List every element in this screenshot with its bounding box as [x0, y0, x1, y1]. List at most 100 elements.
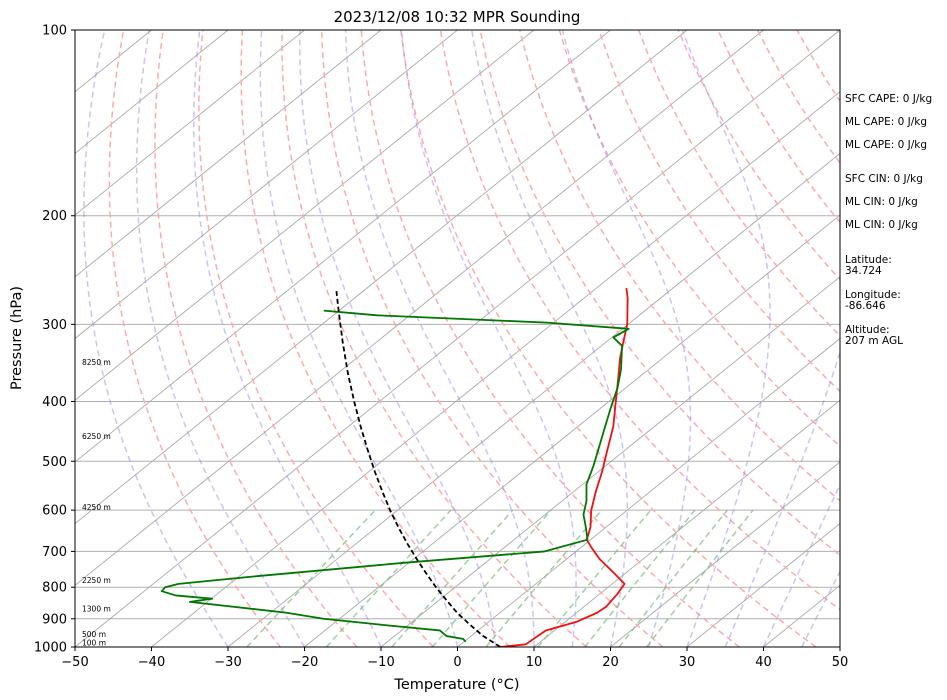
longitude-line: -86.646	[845, 300, 886, 312]
moist-adiabat-line	[344, 30, 535, 647]
temperature-line	[500, 287, 629, 647]
isotherm-line	[380, 276, 840, 647]
x-tick-label: −30	[214, 655, 241, 670]
ml-cin-1-text: ML CIN: 0 J/kg	[845, 196, 918, 208]
dry-adiabat-line	[281, 30, 587, 647]
sounding-annotations: SFC CAPE: 0 J/kg ML CAPE: 0 J/kg ML CAPE: …	[845, 93, 932, 347]
latitude-line: 34.724	[845, 265, 882, 277]
moist-adiabat-line	[400, 30, 577, 647]
isotherm-line	[75, 30, 535, 401]
dewpoint-line	[160, 309, 630, 643]
altitude-line: 207 m AGL	[845, 335, 903, 347]
altitude-text: Altitude: 207 m AGL	[845, 324, 903, 347]
isotherm-line	[686, 523, 840, 647]
y-tick-label: 100	[42, 24, 67, 39]
isotherm-line	[75, 30, 229, 154]
y-tick-label: 600	[42, 504, 67, 519]
x-tick-label: 50	[832, 655, 849, 670]
height-label: 8250 m	[82, 358, 111, 367]
ml-cin-2-text: ML CIN: 0 J/kg	[845, 219, 918, 231]
isotherm-line	[75, 30, 305, 216]
isotherm-line	[227, 152, 840, 647]
moist-adiabat-line	[83, 30, 229, 647]
mixing-ratio-line	[584, 509, 696, 647]
longitude-line: Longitude:	[845, 289, 901, 301]
sfc-cape-line: SFC CAPE: 0 J/kg	[845, 93, 932, 105]
mixing-ratio-line	[618, 509, 728, 647]
x-tick-label: 40	[755, 655, 772, 670]
dry-adiabat-line	[154, 30, 358, 647]
dry-adiabat-line	[439, 30, 840, 611]
dry-adiabat-line	[108, 30, 281, 647]
isotherm-line	[304, 214, 840, 647]
x-tick-label: −20	[291, 655, 318, 670]
chart-title: 2023/12/08 10:32 MPR Sounding	[334, 8, 581, 26]
height-label: 500 m	[82, 630, 106, 639]
mixing-ratio-line	[646, 509, 754, 647]
longitude-text: Longitude: -86.646	[845, 289, 901, 312]
x-tick-label: 10	[526, 655, 543, 670]
isotherm-line	[75, 30, 688, 525]
isotherm-line	[151, 91, 840, 647]
y-axis-ticks: 1000 900 800 700 600 500 400 300 200 100	[34, 24, 75, 656]
ml-cape-2-text: ML CAPE: 0 J/kg	[845, 139, 927, 151]
dry-adiabat-lines	[108, 30, 840, 647]
x-tick-label: 0	[453, 655, 461, 670]
y-tick-label: 700	[42, 545, 67, 560]
y-axis-label: Pressure (hPa)	[9, 286, 25, 390]
dry-adiabat-line	[479, 30, 840, 556]
mixing-ratio-line	[325, 509, 452, 647]
dry-adiabat-line	[198, 30, 434, 647]
ml-cape-1-text: ML CAPE: 0 J/kg	[845, 116, 927, 128]
mixing-ratio-line	[391, 509, 514, 647]
parcel-profile-line	[335, 291, 501, 647]
mixing-ratio-line	[537, 509, 652, 647]
sfc-cape-text: SFC CAPE: 0 J/kg	[845, 93, 932, 105]
sfc-cin-text: SFC CIN: 0 J/kg	[845, 173, 923, 185]
mixing-ratio-line	[485, 509, 603, 647]
ml-cape-1-line: ML CAPE: 0 J/kg	[845, 116, 927, 128]
moist-adiabat-line	[681, 30, 771, 647]
ml-cin-1-line: ML CIN: 0 J/kg	[845, 196, 918, 208]
x-axis-label: Temperature (°C)	[393, 677, 519, 693]
isotherm-line	[75, 30, 458, 340]
height-label: 1300 m	[82, 605, 111, 614]
height-label: 6250 m	[82, 432, 111, 441]
x-tick-label: −40	[138, 655, 165, 670]
isotherm-line	[610, 461, 840, 647]
y-tick-label: 900	[42, 612, 67, 627]
dry-adiabat-line	[400, 30, 817, 647]
moist-adiabat-line	[299, 30, 497, 647]
y-tick-label: 800	[42, 581, 67, 596]
y-tick-label: 500	[42, 455, 67, 470]
moist-adiabat-line	[561, 30, 692, 647]
moist-adiabat-line	[724, 30, 840, 647]
ml-cin-2-line: ML CIN: 0 J/kg	[845, 219, 918, 231]
height-label: 2250 m	[82, 576, 111, 585]
mixing-ratio-lines	[246, 509, 754, 647]
altitude-line: Altitude:	[845, 324, 890, 336]
dry-adiabat-line	[240, 30, 511, 647]
x-tick-label: 30	[679, 655, 696, 670]
x-tick-label: −10	[367, 655, 394, 670]
background-lines	[75, 30, 840, 647]
isotherm-line	[75, 30, 382, 278]
dry-adiabat-line	[519, 30, 840, 502]
x-axis-ticks: −50 −40 −30 −20 −10 0 10 20 30 40 50	[61, 647, 848, 670]
x-tick-label: −50	[61, 655, 88, 670]
latitude-line: Latitude:	[845, 254, 892, 266]
height-label: 100 m	[82, 638, 106, 647]
y-tick-label: 1000	[34, 641, 67, 656]
ml-cape-2-line: ML CAPE: 0 J/kg	[845, 139, 927, 151]
dry-adiabat-line	[360, 30, 740, 647]
sounding-series	[160, 287, 630, 647]
isotherm-line	[75, 30, 611, 463]
mixing-ratio-line	[246, 509, 376, 647]
moist-adiabat-line	[135, 30, 306, 647]
moist-adiabat-line	[193, 30, 382, 647]
mixing-ratio-line	[431, 509, 552, 647]
isotherm-line	[75, 30, 764, 586]
y-tick-label: 300	[42, 318, 67, 333]
isotherm-line	[533, 399, 840, 647]
